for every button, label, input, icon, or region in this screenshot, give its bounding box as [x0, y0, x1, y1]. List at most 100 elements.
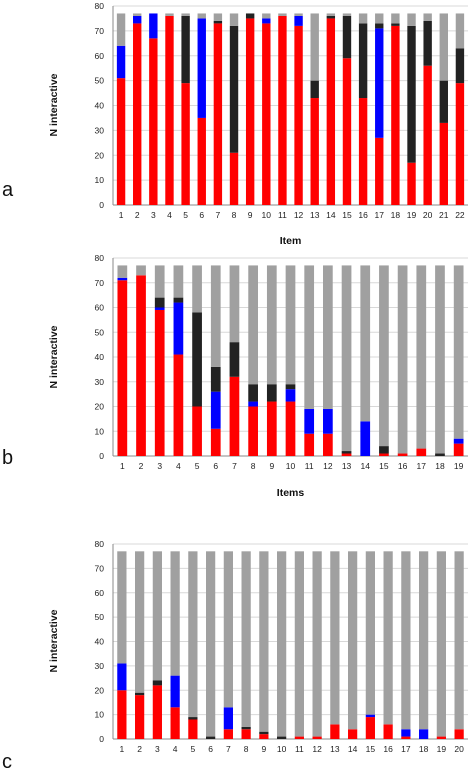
x-tick-label: 13: [310, 210, 320, 220]
bar-segment-black: [423, 20, 432, 66]
x-tick-label: 2: [139, 461, 144, 471]
x-tick-label: 9: [248, 210, 253, 220]
bar-segment-gray: [152, 551, 162, 681]
bar-segment-blue: [133, 15, 142, 24]
bar-segment-black: [435, 453, 445, 456]
x-tick-label: 19: [407, 210, 417, 220]
bar-segment-gray: [348, 551, 358, 730]
x-tick-label: 19: [437, 744, 447, 754]
panel-letter-a: a: [2, 179, 14, 201]
bar-segment-red: [181, 83, 190, 205]
bar-segment-gray: [326, 13, 336, 16]
x-tick-label: 16: [358, 210, 368, 220]
bar-segment-black: [181, 15, 190, 84]
x-tick-label: 13: [330, 744, 340, 754]
y-tick-label: 60: [95, 303, 105, 313]
x-tick-label: 10: [277, 744, 287, 754]
bar-segment-black: [439, 80, 448, 123]
x-tick-label: 17: [401, 744, 411, 754]
bar-segment-blue: [453, 438, 464, 444]
bar-segment-red: [348, 729, 358, 739]
bar-segment-blue: [262, 18, 271, 24]
bar-segment-red: [229, 152, 239, 205]
y-tick-label: 0: [99, 200, 104, 210]
x-tick-label: 18: [435, 461, 445, 471]
bar-segment-black: [277, 736, 287, 739]
bar-segment-red: [391, 25, 400, 206]
panel-letter-c: c: [2, 751, 12, 773]
y-tick-label: 20: [95, 150, 105, 160]
bar-segment-gray: [192, 265, 202, 313]
bar-segment-blue: [294, 15, 303, 26]
x-tick-label: 16: [383, 744, 393, 754]
bar-segment-gray: [365, 551, 375, 715]
x-tick-label: 6: [199, 210, 204, 220]
bar-segment-red: [117, 280, 128, 456]
bar-segment-gray: [419, 551, 429, 730]
x-tick-label: 19: [454, 461, 464, 471]
bar-segment-blue: [154, 307, 165, 310]
bar-segment-blue: [375, 28, 384, 138]
bar-segment-gray: [407, 13, 416, 26]
y-tick-label: 70: [95, 563, 105, 573]
bar-segment-blue: [117, 277, 128, 281]
x-tick-label: 4: [176, 461, 181, 471]
bar-segment-red: [310, 98, 319, 205]
bar-segment-blue: [401, 729, 411, 737]
bar-segment-gray: [262, 13, 271, 19]
bar-segment-red: [379, 453, 389, 456]
y-tick-label: 10: [95, 426, 105, 436]
bar-segment-gray: [453, 265, 464, 439]
x-tick-label: 20: [423, 210, 433, 220]
bar-segment-red: [439, 122, 448, 205]
x-tick-label: 17: [375, 210, 385, 220]
bar-segment-red: [294, 25, 303, 206]
x-tick-label: 5: [191, 744, 196, 754]
bar-segment-red: [455, 83, 465, 205]
x-tick-label: 4: [167, 210, 172, 220]
bar-segment-gray: [423, 13, 432, 21]
x-tick-label: 12: [323, 461, 333, 471]
x-tick-label: 1: [119, 210, 124, 220]
bar-segment-gray: [435, 265, 445, 454]
bar-segment-blue: [360, 421, 371, 456]
bar-segment-black: [245, 13, 255, 19]
x-axis-title: Items: [277, 487, 305, 499]
y-tick-label: 10: [95, 175, 105, 185]
bar-segment-black: [213, 20, 223, 24]
y-tick-label: 70: [95, 278, 105, 288]
bar-segment-blue: [149, 13, 158, 39]
bar-segment-red: [423, 65, 432, 205]
bar-segment-gray: [188, 551, 198, 718]
bar-segment-black: [266, 384, 277, 402]
x-tick-label: 11: [295, 744, 304, 754]
bar-segment-red: [323, 433, 333, 456]
x-tick-label: 6: [208, 744, 213, 754]
x-tick-label: 9: [269, 461, 274, 471]
bar-segment-gray: [294, 13, 303, 16]
bar-segment-black: [248, 384, 258, 402]
x-tick-label: 15: [366, 744, 376, 754]
bar-segment-red: [135, 695, 145, 739]
bar-segment-red: [341, 453, 352, 456]
x-tick-label: 8: [244, 744, 249, 754]
bar-segment-gray: [379, 265, 389, 447]
bar-segment-red: [165, 15, 174, 206]
bar-segment-gray: [285, 265, 296, 385]
x-tick-label: 14: [348, 744, 358, 754]
bar-segment-red: [326, 18, 336, 205]
y-tick-label: 40: [95, 352, 105, 362]
x-tick-label: 17: [417, 461, 427, 471]
bar-segment-red: [136, 275, 146, 456]
x-tick-label: 10: [262, 210, 272, 220]
y-tick-label: 80: [95, 539, 105, 549]
y-axis-title: N interactive: [48, 609, 60, 672]
bar-segment-gray: [197, 13, 206, 19]
bar-segment-black: [407, 25, 416, 163]
bar-segment-gray: [223, 551, 233, 708]
y-axis-title: N interactive: [48, 73, 60, 136]
x-tick-label: 9: [262, 744, 267, 754]
